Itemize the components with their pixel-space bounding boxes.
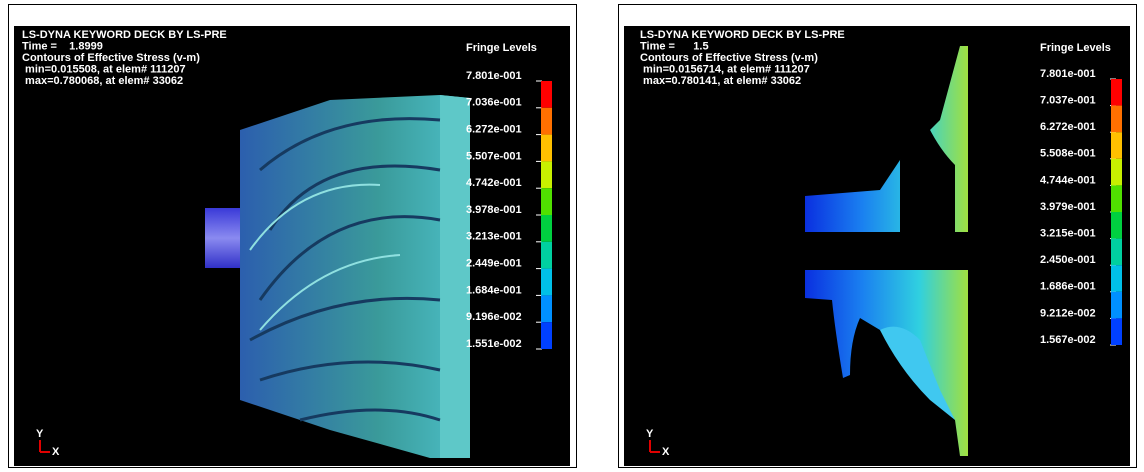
level-label: 3.978e-001 (466, 204, 522, 216)
colorbar-segment (541, 269, 552, 296)
colorbar-segment (1111, 292, 1122, 319)
colorbar-segment (1111, 185, 1122, 212)
colorbar-segment (1111, 239, 1122, 266)
level-label: 1.686e-001 (1040, 281, 1096, 293)
level-label: 5.507e-001 (466, 150, 522, 162)
level-label: 3.979e-001 (1040, 201, 1096, 213)
level-label: 6.272e-001 (1040, 121, 1096, 133)
level-label: 9.196e-002 (466, 311, 522, 323)
colorbar-segment (541, 188, 552, 215)
level-label: 2.450e-001 (1040, 254, 1096, 266)
level-label: 3.215e-001 (1040, 228, 1096, 240)
header-line: max=0.780068, at elem# 33062 (22, 75, 183, 87)
colorbar-segment (1111, 159, 1122, 186)
colorbar-segment (1111, 132, 1122, 159)
level-label: 7.037e-001 (1040, 95, 1096, 107)
level-label: 4.744e-001 (1040, 174, 1096, 186)
header-line: Contours of Effective Stress (v-m) (22, 52, 200, 64)
screenshot: LS-DYNA KEYWORD DECK BY LS-PRETime = 1.8… (0, 0, 1144, 472)
level-label: 1.684e-001 (466, 284, 522, 296)
axis-label: Y (36, 428, 44, 440)
colorbar-segment (541, 161, 552, 188)
colorbar-segment (541, 215, 552, 242)
level-label: 6.272e-001 (466, 124, 522, 136)
colorbar-segment (1111, 265, 1122, 292)
colorbar-segment (541, 242, 552, 269)
legend-title: Fringe Levels (1040, 42, 1111, 54)
colorbar-segment (1111, 79, 1122, 106)
level-label: 9.212e-002 (1040, 307, 1096, 319)
header-line: max=0.780141, at elem# 33062 (640, 75, 801, 87)
colorbar-segment (541, 81, 552, 108)
header-line: Time = 1.8999 (22, 40, 103, 52)
level-label: 5.508e-001 (1040, 148, 1096, 160)
header-line: Time = 1.5 (640, 40, 709, 52)
header-line: min=0.0156714, at elem# 111207 (640, 63, 810, 75)
viewport (624, 26, 1130, 466)
level-label: 4.742e-001 (466, 177, 522, 189)
level-label: 3.213e-001 (466, 231, 522, 243)
axis-label: X (52, 446, 60, 458)
colorbar-segment (1111, 318, 1122, 345)
header-line: LS-DYNA KEYWORD DECK BY LS-PRE (640, 29, 845, 41)
colorbar-segment (1111, 106, 1122, 133)
colorbar-segment (1111, 212, 1122, 239)
header-line: Contours of Effective Stress (v-m) (640, 52, 818, 64)
level-label: 1.567e-002 (1040, 334, 1096, 346)
axis-label: X (662, 446, 670, 458)
colorbar-segment (541, 135, 552, 162)
level-label: 7.036e-001 (466, 97, 522, 109)
page: {"panels": [ {"header": ["LS-DYNA KEYWOR… (0, 0, 1144, 472)
colorbar-segment (541, 295, 552, 322)
legend-title: Fringe Levels (466, 42, 537, 54)
level-label: 2.449e-001 (466, 258, 522, 270)
colorbar-segment (541, 108, 552, 135)
axis-label: Y (646, 428, 654, 440)
level-label: 7.801e-001 (1040, 68, 1096, 80)
header-line: min=0.015508, at elem# 111207 (22, 63, 186, 75)
colorbar-segment (541, 322, 552, 349)
header-line: LS-DYNA KEYWORD DECK BY LS-PRE (22, 29, 227, 41)
level-label: 7.801e-001 (466, 70, 522, 82)
level-label: 1.551e-002 (466, 338, 522, 350)
